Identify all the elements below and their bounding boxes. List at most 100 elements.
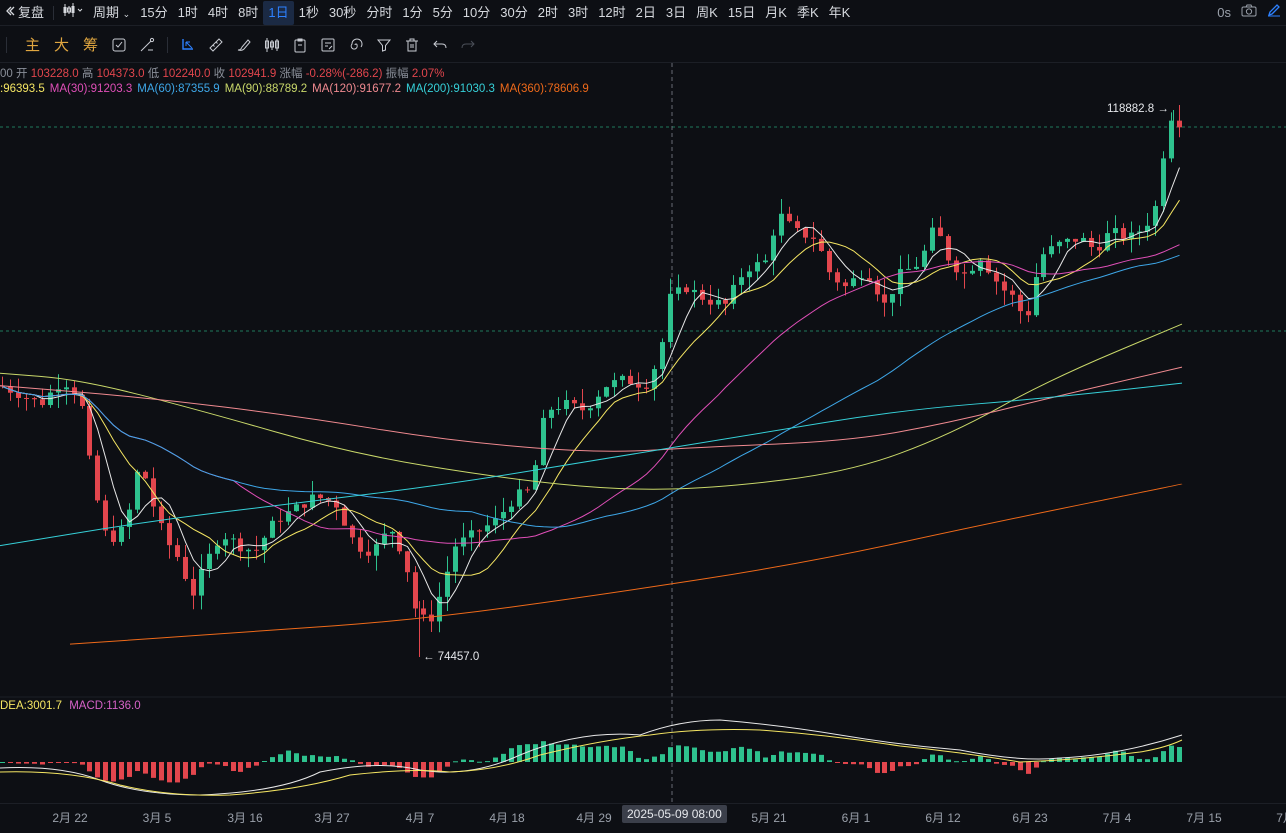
macd-histogram-bar xyxy=(580,746,585,762)
macd-histogram-bar xyxy=(95,762,100,778)
interval-tab-11[interactable]: 30分 xyxy=(500,4,528,20)
candle-body xyxy=(1089,237,1094,248)
trash-icon[interactable] xyxy=(398,31,426,59)
candle-body xyxy=(1026,311,1031,316)
macd-histogram-bar xyxy=(978,756,983,762)
chip-distribution-button[interactable]: 筹 xyxy=(83,37,99,54)
candle-body xyxy=(938,227,943,237)
candle-body xyxy=(127,509,132,527)
interval-tab-6[interactable]: 30秒 xyxy=(328,4,357,20)
candle-body xyxy=(660,342,665,370)
macd-histogram-bar xyxy=(493,757,498,762)
candle-body xyxy=(708,299,713,305)
macd-histogram-bar xyxy=(175,762,180,783)
interval-tab-12[interactable]: 2时 xyxy=(537,4,558,20)
candle-body xyxy=(755,262,760,272)
candle-body xyxy=(342,507,347,526)
x-tick-label: 7月 15 xyxy=(1186,811,1222,825)
candle-body xyxy=(32,398,37,400)
magnet-tools-icon[interactable] xyxy=(133,31,161,59)
macd-histogram-bar xyxy=(32,762,37,764)
pattern-candles-icon[interactable] xyxy=(258,31,286,59)
interval-tab-21[interactable]: 年K xyxy=(828,4,851,20)
candle-body xyxy=(851,278,856,287)
candle-body xyxy=(652,369,657,389)
period-dropdown[interactable]: 周期 ⌄ xyxy=(88,1,135,25)
x-tick-label: 3月 16 xyxy=(227,811,263,825)
macd-histogram-bar xyxy=(127,762,132,777)
candle-body xyxy=(882,294,887,303)
candle-body xyxy=(636,384,641,388)
candle-body xyxy=(1073,238,1078,242)
macd-histogram-bar xyxy=(652,756,657,762)
macd-histogram-bar xyxy=(390,762,395,766)
macd-histogram-bar xyxy=(755,751,760,762)
interval-tab-4[interactable]: 1日 xyxy=(263,0,294,25)
macd-histogram-bar xyxy=(843,762,848,764)
macd-histogram-bar xyxy=(445,762,450,767)
interval-tab-17[interactable]: 周K xyxy=(696,4,718,20)
note-icon[interactable] xyxy=(286,31,314,59)
main-indicator-button[interactable]: 主 xyxy=(25,37,41,54)
redo-icon[interactable] xyxy=(454,31,482,59)
camera-icon[interactable] xyxy=(1236,1,1262,25)
chevron-left-icon[interactable] xyxy=(0,1,18,25)
interval-tab-16[interactable]: 3日 xyxy=(665,4,687,20)
interval-tab-14[interactable]: 12时 xyxy=(598,4,626,20)
filter-icon[interactable] xyxy=(370,31,398,59)
memo-edit-icon[interactable] xyxy=(314,31,342,59)
ruler-icon[interactable] xyxy=(202,31,230,59)
interval-tab-0[interactable]: 15分 xyxy=(140,4,168,20)
candle-body xyxy=(978,260,983,271)
candle-body xyxy=(477,530,482,532)
replay-button[interactable]: 复盘 xyxy=(18,4,45,20)
ma-legend-item: MA(200):91030.3 xyxy=(406,83,495,95)
high-label: 高 xyxy=(81,68,94,80)
candle-body xyxy=(986,260,991,273)
interval-tab-5[interactable]: 1秒 xyxy=(298,4,319,20)
candle-body xyxy=(199,568,204,596)
big-order-button[interactable]: 大 xyxy=(54,37,70,54)
interval-tab-8[interactable]: 1分 xyxy=(402,4,423,20)
candle-body xyxy=(421,608,426,615)
macd-histogram-bar xyxy=(191,762,196,775)
x-tick-label: 6月 1 xyxy=(841,811,871,825)
interval-tab-10[interactable]: 10分 xyxy=(462,4,491,20)
macd-histogram-bar xyxy=(469,760,474,762)
macd-histogram-bar xyxy=(103,762,108,781)
interval-tab-3[interactable]: 8时 xyxy=(238,4,259,20)
candle-body xyxy=(620,375,625,381)
interval-tab-15[interactable]: 2日 xyxy=(635,4,656,20)
macd-histogram-bar xyxy=(374,762,379,766)
macd-histogram-bar xyxy=(541,741,546,762)
change-value: -0.28%(-286.2) xyxy=(305,68,383,80)
candle-body xyxy=(1145,225,1150,232)
ma-legend: :96393.5 MA(30):91203.3 MA(60):87355.9 MA(9… xyxy=(0,83,594,97)
interval-tab-19[interactable]: 月K xyxy=(765,4,787,20)
candle-body xyxy=(525,489,530,491)
candlestick-type-icon[interactable] xyxy=(58,1,88,25)
interval-tab-1[interactable]: 1时 xyxy=(177,4,198,20)
interval-tab-13[interactable]: 3时 xyxy=(567,4,589,20)
sync-checkbox-icon[interactable] xyxy=(105,31,133,59)
candle-body xyxy=(24,397,29,399)
cursor-select-icon[interactable] xyxy=(174,31,202,59)
macd-histogram-bar xyxy=(87,762,92,772)
interval-tab-9[interactable]: 5分 xyxy=(432,4,453,20)
edit-icon[interactable] xyxy=(1262,1,1286,25)
divider xyxy=(167,36,169,53)
undo-icon[interactable] xyxy=(426,31,454,59)
candle-body xyxy=(692,289,697,293)
candle-body xyxy=(294,504,299,512)
ma60-line xyxy=(2,254,1180,528)
interval-tab-20[interactable]: 季K xyxy=(796,4,819,20)
macd-histogram-bar xyxy=(199,762,204,768)
fib-spiral-icon[interactable] xyxy=(342,31,370,59)
macd-histogram-bar xyxy=(342,758,347,762)
interval-tab-18[interactable]: 15日 xyxy=(727,4,756,20)
interval-tab-7[interactable]: 分时 xyxy=(366,4,393,20)
interval-tab-2[interactable]: 4时 xyxy=(207,4,229,20)
macd-histogram-bar xyxy=(1097,756,1102,762)
brush-icon[interactable] xyxy=(230,31,258,59)
